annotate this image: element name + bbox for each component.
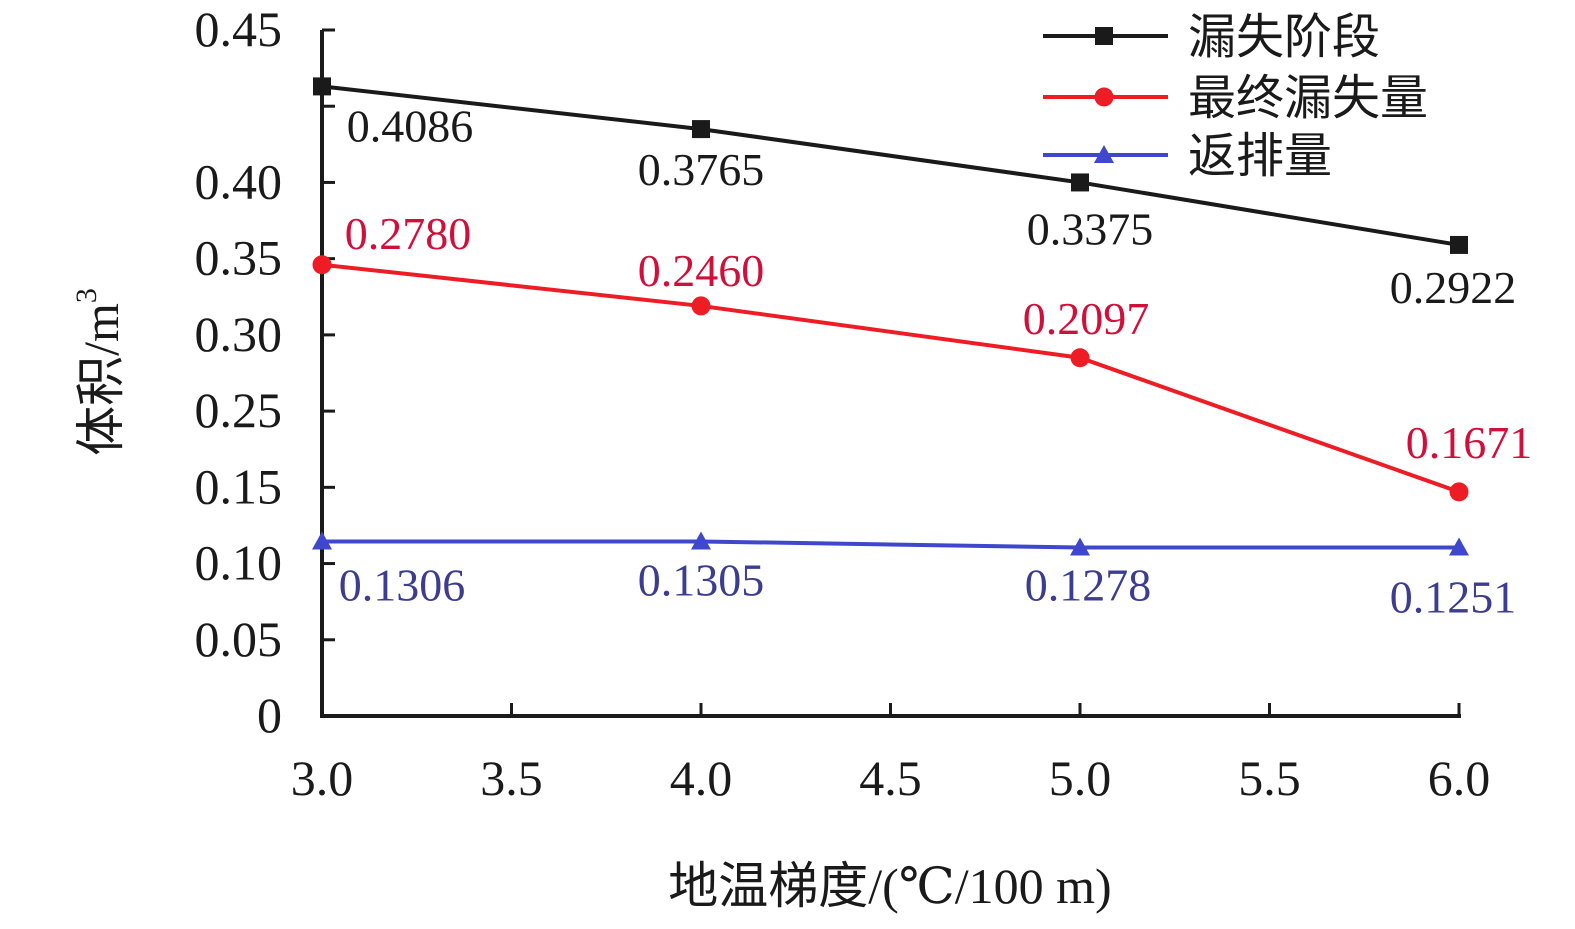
legend-item-3: 返排量 (1043, 130, 1332, 183)
y-axis-title: 体积/m3 (70, 288, 129, 456)
data-point-marker (1450, 235, 1468, 254)
data-label: 0.1671 (1406, 417, 1533, 468)
y-axis-title-text: 体积/m (73, 303, 129, 456)
data-point-marker (312, 255, 332, 275)
series-line (321, 84, 1460, 247)
data-point-marker (1070, 348, 1090, 368)
x-tick-label: 5.0 (1049, 750, 1112, 806)
y-tick-label: 0.45 (195, 1, 283, 57)
legend-marker (1094, 87, 1114, 107)
data-point-marker (1449, 537, 1469, 556)
series-line (321, 262, 1460, 494)
axes: 0 0.05 0.10 0.15 0.25 0.30 0.35 0.40 0.45 3.0 3.5 4… (195, 1, 1491, 806)
data-point-marker (1449, 482, 1469, 502)
legend-label: 返排量 (1188, 130, 1332, 183)
data-label: 0.1305 (638, 554, 765, 605)
x-tick-label: 6.0 (1428, 750, 1491, 806)
y-axis-title-superscript: 3 (70, 288, 103, 303)
series-2: 0.2780 0.2460 0.2097 0.1671 (312, 208, 1533, 502)
x-tick-label: 4.5 (859, 750, 922, 806)
data-point-marker (313, 77, 331, 96)
data-point-marker (691, 296, 711, 316)
y-tick-label: 0.15 (195, 458, 283, 514)
legend-label: 漏失阶段 (1188, 11, 1380, 64)
data-label: 0.4086 (347, 100, 474, 151)
y-tick-label: 0.30 (195, 306, 283, 362)
data-point-marker (312, 531, 332, 550)
data-label: 0.3375 (1027, 203, 1154, 254)
x-axis-title: 地温梯度/(℃/100 m) (668, 858, 1111, 914)
series-layer: 0.4086 0.3765 0.3375 0.2922 0.2780 0.2460 0.20… (312, 77, 1533, 623)
legend-marker (1095, 27, 1113, 45)
x-tick-label: 4.0 (670, 750, 733, 806)
data-label: 0.2922 (1390, 262, 1517, 313)
data-point-marker (1070, 537, 1090, 556)
legend-item-2: 最终漏失量 (1043, 72, 1428, 125)
x-tick-label: 3.0 (291, 750, 354, 806)
x-tick-label: 5.5 (1238, 750, 1301, 806)
data-label: 0.1278 (1025, 560, 1152, 611)
y-tick-label: 0.05 (195, 611, 283, 667)
data-label: 0.2097 (1023, 293, 1150, 344)
legend-label: 最终漏失量 (1188, 72, 1428, 125)
x-tick-label: 3.5 (480, 750, 543, 806)
data-point-marker (692, 120, 710, 139)
series-1: 0.4086 0.3765 0.3375 0.2922 (313, 77, 1516, 313)
legend-marker (1094, 145, 1114, 163)
series-3: 0.1306 0.1305 0.1278 0.1251 (312, 531, 1517, 623)
data-label: 0.2780 (345, 208, 472, 259)
y-tick-label: 0 (257, 687, 282, 743)
y-tick-label: 0.25 (195, 382, 283, 438)
data-point-marker (691, 531, 711, 550)
data-label: 0.2460 (638, 245, 765, 296)
data-label: 0.1251 (1390, 572, 1517, 623)
series-line (322, 539, 1459, 550)
data-label: 0.1306 (339, 559, 466, 610)
y-tick-label: 0.40 (195, 153, 283, 209)
y-tick-label: 0.10 (195, 535, 283, 591)
data-label: 0.3765 (638, 144, 765, 195)
y-tick-label: 0.35 (195, 230, 283, 286)
data-point-marker (1071, 173, 1089, 192)
legend-item-1: 漏失阶段 (1043, 11, 1380, 64)
